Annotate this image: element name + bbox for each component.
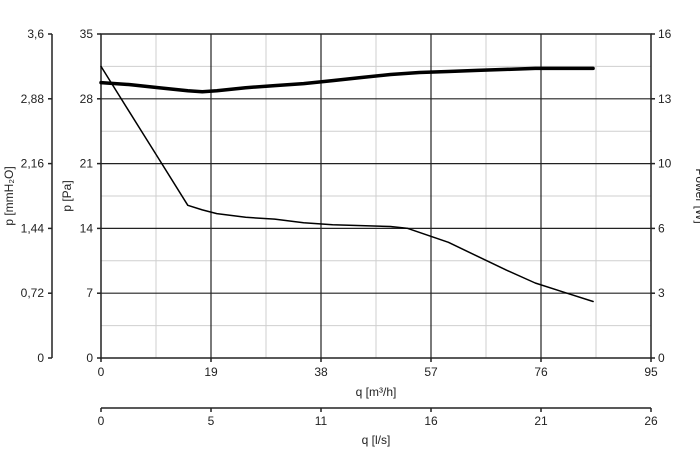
secondary-x-tick-label: 11 (315, 414, 328, 428)
y-tick-label: 21 (80, 157, 94, 171)
outer-y-tick-label: 2,16 (21, 157, 45, 171)
grid (101, 34, 651, 358)
outer-y-axis-title: p [mmH₂O] (2, 166, 16, 225)
x-tick-label: 0 (98, 365, 105, 379)
outer-y-tick-label: 0,72 (21, 286, 45, 300)
outer-y-tick-label: 3,6 (27, 27, 44, 41)
right-y-tick-label: 6 (658, 221, 665, 235)
right-y-tick-label: 3 (658, 286, 665, 300)
secondary-x-tick-label: 21 (534, 414, 548, 428)
secondary-x-tick-label: 0 (98, 414, 105, 428)
right-y-axis-title: Power [W] (693, 168, 700, 223)
plot-frame (100, 33, 652, 359)
x-tick-label: 38 (314, 365, 328, 379)
y-tick-label: 7 (86, 286, 93, 300)
y-tick-label: 0 (86, 351, 93, 365)
series (99, 65, 595, 303)
y-axis-title: p [Pa] (60, 180, 74, 211)
x-axis-title: q [m³/h] (356, 385, 397, 399)
x-tick-label: 95 (644, 365, 658, 379)
x-tick-label: 76 (534, 365, 548, 379)
outer-y-tick-label: 1,44 (21, 221, 45, 235)
labels: 0 0,72 1,44 2,16 2,88 3,6 0 7 14 21 28 35 0 3 6 10 13 16 0… (2, 27, 700, 447)
secondary-x-axis-title: q [l/s] (362, 433, 391, 447)
secondary-x-tick-label: 26 (644, 414, 658, 428)
y-tick-label: 35 (80, 27, 94, 41)
right-y-tick-label: 10 (658, 157, 672, 171)
y-tick-label: 28 (80, 92, 94, 106)
axes (48, 33, 655, 412)
secondary-x-tick-label: 5 (208, 414, 215, 428)
secondary-x-tick-label: 16 (424, 414, 438, 428)
outer-y-tick-label: 0 (37, 351, 44, 365)
right-y-tick-label: 0 (658, 351, 665, 365)
pressure-curve (100, 65, 594, 303)
right-y-tick-label: 13 (658, 92, 672, 106)
x-tick-label: 57 (424, 365, 438, 379)
right-y-tick-label: 16 (658, 27, 672, 41)
x-tick-label: 19 (204, 365, 218, 379)
y-tick-label: 14 (80, 221, 94, 235)
power-curve (99, 66, 595, 94)
outer-y-tick-label: 2,88 (21, 92, 45, 106)
